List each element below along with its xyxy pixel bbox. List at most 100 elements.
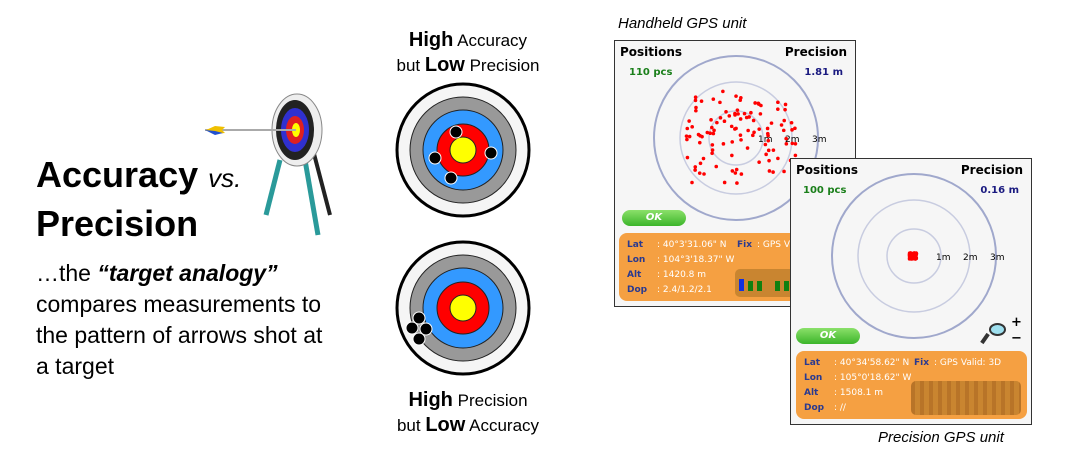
- position-dot: [763, 142, 768, 147]
- position-dot: [793, 126, 797, 131]
- position-dot: [724, 109, 728, 114]
- position-dot: [745, 146, 750, 150]
- position-dot: [736, 112, 740, 116]
- position-dot: [739, 138, 743, 142]
- precision-value: 1.81 m: [804, 67, 843, 78]
- range-ring: [886, 228, 942, 284]
- ok-button[interactable]: OK: [796, 328, 860, 344]
- position-dot: [751, 133, 755, 138]
- position-dot: [776, 100, 780, 105]
- precision-caption: Precision GPS unit: [878, 429, 1004, 446]
- arrow-hole: [428, 151, 442, 165]
- position-dot: [751, 118, 756, 123]
- position-dot: [735, 181, 739, 185]
- position-dot: [767, 158, 771, 163]
- target-bullseye: [449, 136, 477, 164]
- arrow-hole: [412, 311, 426, 325]
- precision-label: Precision: [784, 45, 847, 59]
- position-dot: [721, 89, 725, 94]
- position-dot: [684, 134, 689, 138]
- position-dot: [771, 170, 775, 174]
- position-dot: [694, 105, 698, 110]
- archery-target-illustration: [205, 93, 332, 236]
- handheld-caption: Handheld GPS unit: [618, 15, 747, 32]
- position-dot: [739, 172, 744, 176]
- position-dot: [727, 114, 732, 118]
- position-dot: [697, 171, 702, 175]
- arrow-hole: [449, 125, 463, 139]
- range-ring: [679, 81, 793, 195]
- position-dot: [687, 119, 691, 123]
- position-dot: [685, 126, 690, 131]
- precision-scatter-plot: 1m 2m 3m: [831, 173, 1005, 339]
- arrow-hole: [444, 171, 458, 185]
- position-dot: [700, 134, 704, 139]
- gps-info-box: Lat: 40°34'58.62" N Lon: 105°0'18.62" W …: [796, 351, 1027, 419]
- position-dot: [685, 155, 690, 160]
- position-dot: [710, 148, 715, 152]
- position-dot: [701, 156, 706, 161]
- position-dot: [730, 140, 735, 144]
- position-dot: [793, 141, 798, 146]
- magnifier-icon[interactable]: [980, 321, 1006, 345]
- position-dot: [693, 168, 697, 172]
- position-dot: [730, 153, 734, 158]
- range-label-3m: 3m: [990, 253, 1005, 263]
- position-dot: [747, 115, 751, 119]
- position-dot: [784, 136, 788, 141]
- position-dot: [718, 100, 722, 105]
- position-dot: [738, 117, 743, 121]
- zoom-out-button[interactable]: −: [1011, 331, 1022, 346]
- position-dot: [715, 120, 719, 125]
- position-dot: [733, 127, 737, 131]
- position-dot: [733, 171, 738, 175]
- position-dot: [734, 167, 739, 172]
- position-dot: [776, 156, 780, 161]
- position-dot: [752, 130, 756, 135]
- position-dot: [789, 120, 794, 125]
- range-label-1m: 1m: [936, 253, 951, 263]
- position-dot: [697, 140, 702, 145]
- position-dot: [722, 180, 727, 185]
- position-dot: [693, 165, 698, 169]
- positions-label: Positions: [796, 163, 859, 177]
- slide-description: …the “target analogy” compares measureme…: [36, 260, 323, 379]
- range-label-1m: 1m: [758, 135, 773, 145]
- position-dot: [699, 99, 704, 103]
- satellite-signal-bars: [911, 381, 1021, 415]
- range-ring: [857, 199, 971, 313]
- precision-label: Precision: [960, 163, 1023, 177]
- position-dot: [742, 111, 747, 116]
- position-dot: [749, 110, 753, 115]
- position-dot: [766, 133, 770, 138]
- arrow-hole: [405, 321, 419, 335]
- position-dot: [759, 103, 763, 108]
- position-dot: [784, 142, 789, 146]
- position-dot: [765, 126, 770, 131]
- position-dot: [698, 161, 703, 166]
- position-dot: [781, 128, 786, 133]
- zoom-in-button[interactable]: +: [1011, 315, 1022, 330]
- positions-label: Positions: [620, 45, 683, 59]
- position-dot: [710, 151, 714, 156]
- position-dot: [766, 138, 771, 143]
- position-dot: [705, 130, 710, 135]
- arrow-hole: [419, 322, 433, 336]
- position-dot: [771, 148, 776, 152]
- position-dot: [793, 153, 798, 158]
- position-dot: [757, 160, 761, 164]
- position-dot: [734, 94, 738, 98]
- position-dot: [693, 98, 698, 103]
- position-dot: [782, 169, 786, 174]
- positions-value: 110 pcs: [629, 67, 673, 78]
- ok-button[interactable]: OK: [622, 210, 686, 226]
- range-label-2m: 2m: [963, 253, 978, 263]
- position-dot: [753, 101, 757, 105]
- slide-title: Accuracy vs. Precision: [36, 154, 242, 244]
- position-dot: [776, 107, 780, 111]
- position-dot: [685, 137, 689, 142]
- target-top-caption: High Accuracy but Low Precision: [396, 29, 540, 76]
- position-dot: [757, 127, 762, 131]
- position-dot: [709, 118, 713, 122]
